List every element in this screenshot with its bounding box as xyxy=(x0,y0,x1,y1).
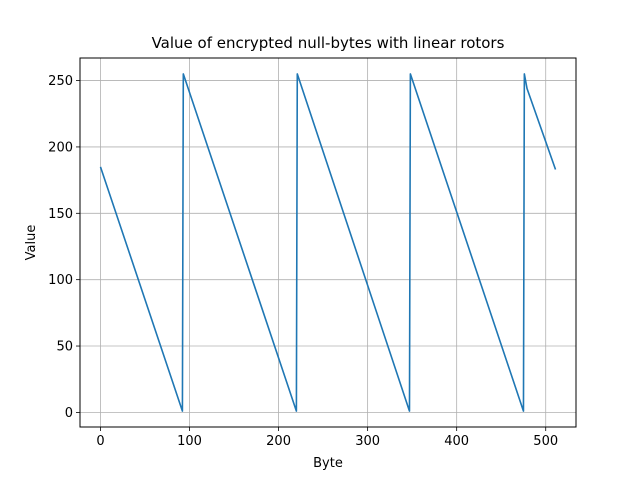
tick-group: 0 100 200 300 400 500 0 50 100 150 200 250 xyxy=(48,74,558,449)
y-tick-label: 200 xyxy=(48,140,73,155)
y-axis-label: Value xyxy=(24,225,39,261)
x-tick-label: 200 xyxy=(266,434,291,449)
x-tick-label: 300 xyxy=(355,434,380,449)
x-tick-label: 400 xyxy=(444,434,469,449)
plot-frame xyxy=(79,57,577,428)
x-axis-label: Byte xyxy=(313,456,343,471)
y-tick-label: 150 xyxy=(48,207,73,222)
chart-title: Value of encrypted null-bytes with linea… xyxy=(152,34,505,52)
y-tick-label: 0 xyxy=(65,406,73,421)
x-tick-label: 100 xyxy=(177,434,202,449)
x-tick-label: 0 xyxy=(96,434,104,449)
series-line xyxy=(99,73,557,412)
y-tick-label: 100 xyxy=(48,273,73,288)
series-group xyxy=(99,73,557,412)
y-tick-label: 250 xyxy=(48,74,73,89)
x-tick-label: 500 xyxy=(533,434,558,449)
grid-lines xyxy=(80,58,576,427)
y-tick-label: 50 xyxy=(56,340,73,355)
